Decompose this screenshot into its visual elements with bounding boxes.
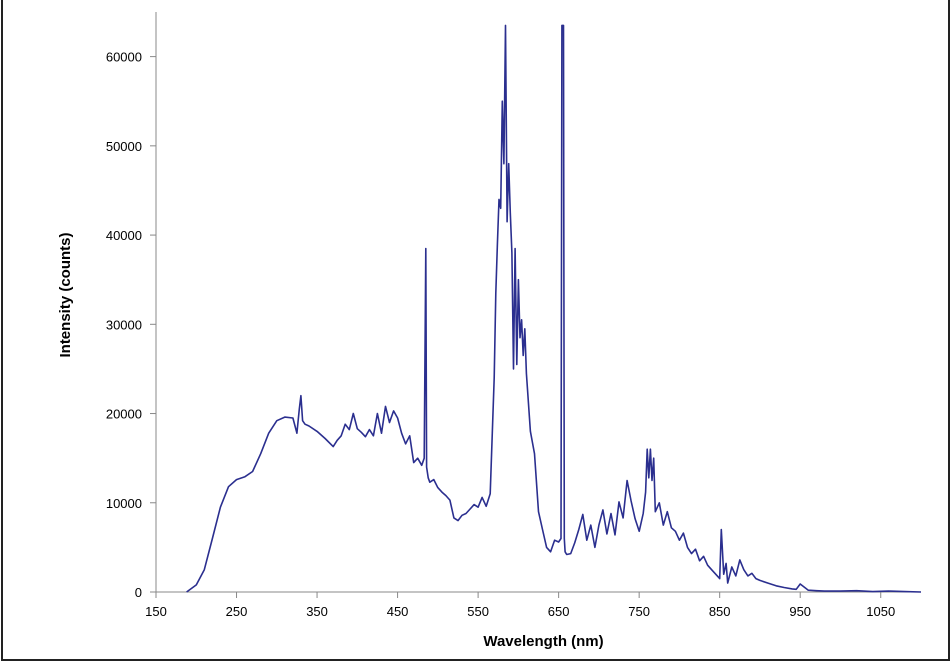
y-tick-label: 30000 <box>106 317 142 332</box>
y-tick-label: 60000 <box>106 50 142 65</box>
x-tick-label: 1050 <box>866 604 895 619</box>
y-tick-label: 20000 <box>106 407 142 422</box>
x-tick-label: 650 <box>548 604 570 619</box>
x-tick-label: 450 <box>387 604 409 619</box>
axes <box>155 12 921 593</box>
x-tick-label: 950 <box>789 604 811 619</box>
x-tick-label: 350 <box>306 604 328 619</box>
x-tick-label: 250 <box>226 604 248 619</box>
x-tick-label: 150 <box>145 604 167 619</box>
y-tick-label: 50000 <box>106 139 142 154</box>
x-ticks: 150 250 350 450 550 650 750 850 950 1050 <box>145 592 895 619</box>
y-axis-title: Intensity (counts) <box>57 232 74 357</box>
y-tick-label: 10000 <box>106 496 142 511</box>
y-tick-label: 0 <box>135 585 142 600</box>
y-ticks: 0 10000 20000 30000 40000 50000 60000 <box>106 50 156 600</box>
x-tick-label: 750 <box>628 604 650 619</box>
x-axis-title: Wavelength (nm) <box>483 633 603 650</box>
x-tick-label: 550 <box>467 604 489 619</box>
x-tick-label: 850 <box>709 604 731 619</box>
spectrum-line <box>186 24 922 593</box>
y-tick-label: 40000 <box>106 228 142 243</box>
